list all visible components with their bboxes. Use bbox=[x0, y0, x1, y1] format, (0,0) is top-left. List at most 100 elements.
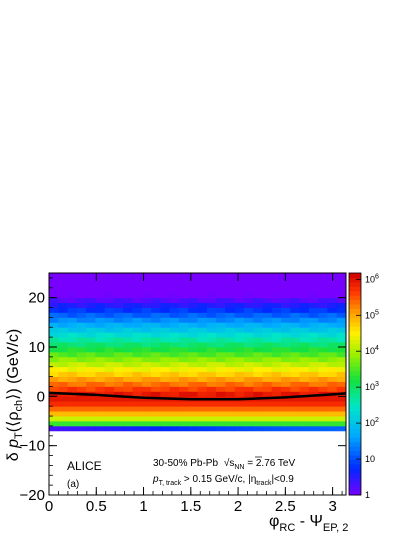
heatmap-cell bbox=[253, 366, 263, 373]
y-tick-label: −20 bbox=[20, 487, 45, 504]
x-title-phi-sub: RC bbox=[279, 522, 295, 534]
heatmap-cell bbox=[95, 277, 106, 284]
heatmap-cell bbox=[308, 421, 319, 427]
heatmap-cell bbox=[336, 342, 347, 348]
heatmap-cell bbox=[234, 337, 245, 343]
heatmap-cell bbox=[86, 282, 96, 289]
heatmap-cell bbox=[318, 421, 328, 427]
x-tick-labels: 0 0.5 1 1.5 2 2.5 3 bbox=[45, 498, 337, 515]
heatmap-cell bbox=[141, 351, 152, 358]
heatmap-cell bbox=[308, 312, 319, 318]
heatmap-cell bbox=[271, 327, 282, 333]
heatmap-cell bbox=[188, 381, 198, 387]
heatmap-cell bbox=[243, 386, 254, 392]
heatmap-cell bbox=[318, 381, 328, 387]
heatmap-cell bbox=[132, 406, 143, 412]
heatmap-cell bbox=[58, 361, 68, 368]
heatmap-cell bbox=[308, 322, 319, 328]
heatmap-cell bbox=[271, 297, 282, 303]
heatmap-cell bbox=[206, 277, 217, 284]
heatmap-cell bbox=[95, 322, 106, 328]
heatmap-cell bbox=[308, 425, 319, 432]
heatmap-cell bbox=[160, 317, 171, 323]
heatmap-cell bbox=[123, 411, 133, 417]
heatmap-cell bbox=[67, 282, 78, 289]
heatmap-cell bbox=[299, 386, 310, 392]
heatmap-cell bbox=[243, 277, 254, 284]
heatmap-cell bbox=[327, 292, 338, 299]
heatmap-cell bbox=[281, 302, 291, 308]
heatmap-cell bbox=[141, 273, 152, 279]
heatmap-cell bbox=[281, 421, 291, 427]
colorbar-segment bbox=[349, 441, 361, 447]
heatmap-cell bbox=[281, 317, 291, 323]
heatmap-cell bbox=[243, 421, 254, 427]
colorbar-segment bbox=[349, 357, 361, 363]
heatmap-cell bbox=[290, 351, 300, 358]
heatmap-cell bbox=[76, 312, 87, 318]
heatmap-cell bbox=[160, 277, 171, 284]
heatmap-cell bbox=[113, 342, 124, 348]
experiment-label: ALICE bbox=[67, 459, 102, 473]
heatmap-cell bbox=[206, 421, 217, 427]
heatmap-cell bbox=[336, 317, 347, 323]
colorbar-segment bbox=[349, 384, 361, 389]
heatmap-cell bbox=[132, 351, 143, 358]
heatmap-cell bbox=[123, 332, 133, 338]
heatmap-cell bbox=[197, 302, 208, 308]
heatmap-cell bbox=[76, 342, 87, 348]
heatmap-cell bbox=[178, 416, 189, 422]
heatmap-cell bbox=[49, 312, 59, 318]
heatmap-cell bbox=[113, 381, 124, 387]
heatmap-cell bbox=[151, 406, 161, 412]
heatmap-cell bbox=[104, 396, 115, 402]
heatmap-cell bbox=[123, 356, 133, 363]
heatmap-cell bbox=[49, 337, 59, 343]
heatmap-cell bbox=[160, 386, 171, 392]
heatmap-cell bbox=[216, 356, 226, 363]
heatmap-cell bbox=[290, 381, 300, 387]
heatmap-cell bbox=[243, 366, 254, 373]
heatmap-cell bbox=[123, 406, 133, 412]
heatmap-cell bbox=[178, 297, 189, 303]
heatmap-cell bbox=[104, 351, 115, 358]
heatmap-cell bbox=[206, 342, 217, 348]
heatmap-cell bbox=[141, 322, 152, 328]
heatmap-cell bbox=[188, 337, 198, 343]
heatmap-cell bbox=[123, 312, 133, 318]
heatmap-cell bbox=[113, 401, 124, 407]
heatmap-cell bbox=[262, 391, 273, 397]
heatmap-cell bbox=[188, 317, 198, 323]
heatmap-cell bbox=[169, 381, 180, 387]
heatmap-cell bbox=[132, 297, 143, 303]
heatmap-cell bbox=[197, 337, 208, 343]
heatmap-cell bbox=[58, 386, 68, 392]
heatmap-cell bbox=[318, 366, 328, 373]
heatmap-cell bbox=[206, 366, 217, 373]
heatmap-cell bbox=[151, 292, 161, 299]
heatmap-cell bbox=[95, 337, 106, 343]
heatmap-cell bbox=[308, 297, 319, 303]
heatmap-cell bbox=[132, 337, 143, 343]
heatmap-cell bbox=[160, 361, 171, 368]
heatmap-cell bbox=[67, 425, 78, 432]
heatmap-cell bbox=[132, 416, 143, 422]
heatmap-cell bbox=[141, 312, 152, 318]
heatmap-cell bbox=[281, 322, 291, 328]
heatmap-cell bbox=[86, 351, 96, 358]
heatmap-cell bbox=[169, 366, 180, 373]
heatmap-cell bbox=[113, 376, 124, 382]
heatmap-cell bbox=[123, 376, 133, 382]
heatmap-cell bbox=[132, 376, 143, 382]
heatmap-cell bbox=[113, 425, 124, 432]
heatmap-cell bbox=[225, 312, 236, 318]
heatmap-cell bbox=[216, 312, 226, 318]
heatmap-cell bbox=[281, 327, 291, 333]
heatmap-cell bbox=[271, 391, 282, 397]
heatmap-cell bbox=[299, 406, 310, 412]
heatmap-cell bbox=[281, 287, 291, 294]
heatmap-cell bbox=[86, 425, 96, 432]
heatmap-cell bbox=[253, 307, 263, 313]
heatmap-cell bbox=[225, 282, 236, 289]
heatmap-cell bbox=[281, 351, 291, 358]
